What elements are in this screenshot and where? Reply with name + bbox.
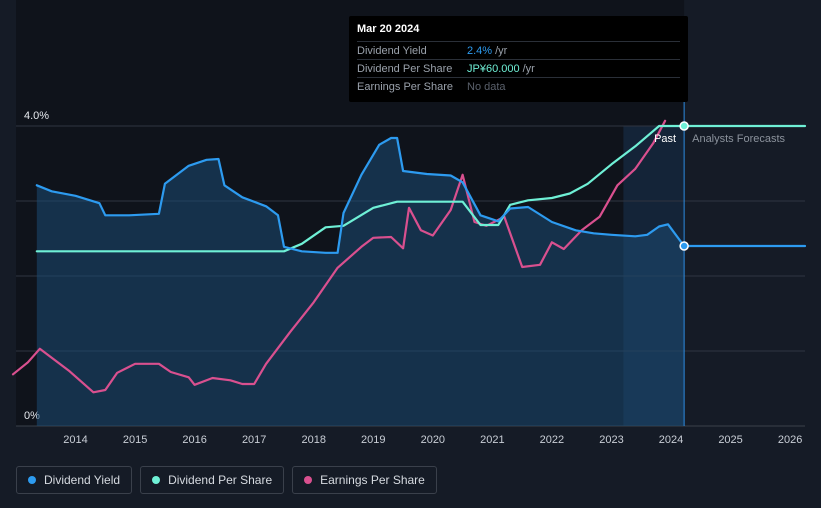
legend-label: Dividend Per Share: [168, 473, 273, 487]
x-tick-label: 2025: [718, 434, 742, 446]
chart-tooltip: Mar 20 2024 Dividend Yield 2.4% /yr Divi…: [349, 16, 688, 102]
past-label: Past: [654, 133, 676, 145]
x-tick-label: 2018: [301, 434, 325, 446]
x-tick-label: 2026: [778, 434, 802, 446]
tooltip-label: Dividend Per Share: [357, 62, 453, 75]
dividend-yield-area: [36, 138, 685, 426]
x-tick-label: 2020: [421, 434, 445, 446]
tooltip-row-dividend-yield: Dividend Yield 2.4% /yr: [357, 42, 680, 60]
chart-legend: Dividend Yield Dividend Per Share Earnin…: [16, 466, 437, 494]
dividend-per-share-marker: [679, 121, 689, 131]
dividend-yield-marker: [679, 241, 689, 251]
earnings-per-share-line: [11, 119, 667, 394]
tooltip-row-dividend-per-share: Dividend Per Share JP¥60.000 /yr: [357, 60, 680, 78]
x-tick-label: 2022: [540, 434, 564, 446]
y-tick-label: 0%: [24, 410, 40, 422]
tooltip-unit: /yr: [522, 62, 535, 75]
legend-label: Earnings Per Share: [320, 473, 425, 487]
x-tick-label: 2015: [123, 434, 147, 446]
x-tick-label: 2014: [63, 434, 87, 446]
legend-dot-icon: [152, 476, 161, 484]
legend-dot-icon: [304, 476, 313, 484]
tooltip-value: 2.4%: [467, 44, 493, 57]
x-tick-label: 2021: [480, 434, 504, 446]
legend-label: Dividend Yield: [44, 473, 121, 487]
y-tick-label: 4.0%: [24, 110, 49, 122]
legend-item-dividend-per-share[interactable]: Dividend Per Share: [140, 466, 285, 494]
x-tick-label: 2016: [182, 434, 206, 446]
tooltip-label: Earnings Per Share: [357, 80, 453, 93]
x-tick-label: 2019: [361, 434, 385, 446]
legend-dot-icon: [28, 476, 36, 484]
tooltip-row-earnings-per-share: Earnings Per Share No data: [357, 78, 680, 95]
forecast-label: Analysts Forecasts: [692, 133, 785, 145]
legend-item-earnings-per-share[interactable]: Earnings Per Share: [292, 466, 437, 494]
x-tick-label: 2024: [659, 434, 683, 446]
tooltip-value: JP¥60.000: [467, 62, 520, 75]
legend-item-dividend-yield[interactable]: Dividend Yield: [16, 466, 133, 494]
tooltip-value: No data: [467, 80, 506, 93]
tooltip-label: Dividend Yield: [357, 44, 427, 57]
dividend-yield-line: [35, 136, 807, 254]
tooltip-unit: /yr: [495, 44, 508, 57]
x-tick-label: 2023: [599, 434, 623, 446]
tooltip-date: Mar 20 2024: [357, 23, 680, 42]
x-tick-label: 2017: [242, 434, 266, 446]
dividend-per-share-line: [35, 124, 807, 253]
